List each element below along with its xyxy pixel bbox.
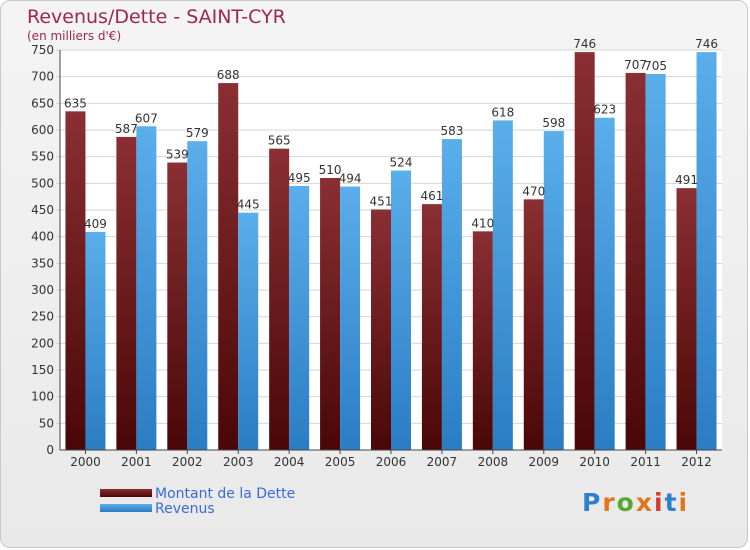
x-tick-label: 2012 xyxy=(681,455,712,469)
bar-revenus-2005 xyxy=(340,186,361,451)
bar-debt-2001 xyxy=(116,136,137,450)
bar-revenus-2008 xyxy=(492,120,513,451)
bar-debt-2002 xyxy=(167,162,188,451)
x-tick-label: 2010 xyxy=(579,455,610,469)
x-tick-label: 2005 xyxy=(325,455,356,469)
logo-letter: t xyxy=(664,488,679,517)
data-label-revenus-2004: 495 xyxy=(288,171,311,185)
data-label-debt-2001: 587 xyxy=(115,122,138,136)
y-tick-label: 650 xyxy=(31,96,54,110)
y-tick-label: 100 xyxy=(31,390,54,404)
logo-letter: P xyxy=(582,488,603,517)
bar-revenus-2012 xyxy=(696,52,717,451)
bar-debt-2011 xyxy=(625,72,646,450)
x-tick-label: 2007 xyxy=(427,455,458,469)
y-tick-label: 350 xyxy=(31,256,54,270)
data-label-debt-2009: 470 xyxy=(522,184,545,198)
bar-debt-2008 xyxy=(472,231,493,450)
x-tick-label: 2000 xyxy=(70,455,101,469)
y-tick-label: 250 xyxy=(31,310,54,324)
bar-revenus-2007 xyxy=(441,139,462,451)
bar-revenus-2000 xyxy=(85,231,106,450)
logo-letter: i xyxy=(654,488,665,517)
bar-revenus-2006 xyxy=(391,170,411,451)
x-tick-label: 2003 xyxy=(223,455,254,469)
data-label-revenus-2008: 618 xyxy=(491,105,514,119)
legend-label-revenus: Revenus xyxy=(155,501,215,517)
y-tick-label: 300 xyxy=(31,283,54,297)
proxiti-logo: Proxiti xyxy=(582,488,689,517)
y-tick-label: 50 xyxy=(39,416,54,430)
logo-letter: i xyxy=(678,488,690,517)
y-tick-label: 600 xyxy=(31,123,54,137)
bar-revenus-2002 xyxy=(187,141,208,450)
data-label-debt-2003: 688 xyxy=(217,68,240,82)
x-tick-label: 2001 xyxy=(121,455,152,469)
logo-letter: x xyxy=(635,488,654,517)
bar-revenus-2010 xyxy=(594,117,615,450)
chart-title: Revenus/Dette - SAINT-CYR xyxy=(27,6,286,28)
legend-swatch-revenus xyxy=(100,504,152,512)
data-label-revenus-2005: 494 xyxy=(339,172,362,186)
x-tick-label: 2002 xyxy=(172,455,203,469)
legend-swatch-debt xyxy=(100,489,152,497)
y-tick-label: 200 xyxy=(31,336,54,350)
y-tick-label: 550 xyxy=(31,150,54,164)
bar-debt-2000 xyxy=(65,111,86,450)
x-tick-label: 2006 xyxy=(376,455,407,469)
data-label-revenus-2001: 607 xyxy=(135,111,158,125)
logo-letter: r xyxy=(602,488,617,517)
data-label-debt-2005: 510 xyxy=(319,163,342,177)
data-label-revenus-2007: 583 xyxy=(440,124,463,138)
y-tick-label: 700 xyxy=(31,70,54,84)
bar-debt-2005 xyxy=(320,178,341,450)
x-tick-label: 2004 xyxy=(274,455,305,469)
y-tick-label: 400 xyxy=(31,230,54,244)
bar-revenus-2011 xyxy=(645,74,666,450)
data-label-debt-2006: 451 xyxy=(370,194,393,208)
data-label-revenus-2000: 409 xyxy=(84,217,107,231)
data-label-debt-2002: 539 xyxy=(166,148,189,162)
legend-label-debt: Montant de la Dette xyxy=(155,486,296,502)
data-label-debt-2004: 565 xyxy=(268,134,291,148)
y-tick-label: 450 xyxy=(31,203,54,217)
x-tick-label: 2011 xyxy=(630,455,661,469)
bar-debt-2006 xyxy=(371,209,391,450)
logo-letter: o xyxy=(616,488,636,517)
data-label-debt-2012: 491 xyxy=(675,173,698,187)
chart-subtitle: (en milliers d'€) xyxy=(27,29,122,43)
data-label-revenus-2010: 623 xyxy=(593,103,616,117)
data-label-revenus-2009: 598 xyxy=(542,116,565,130)
data-label-debt-2011: 707 xyxy=(624,58,647,72)
data-label-revenus-2011: 705 xyxy=(644,59,667,73)
data-label-debt-2010: 746 xyxy=(573,37,596,51)
data-label-revenus-2012: 746 xyxy=(695,37,718,51)
bar-debt-2007 xyxy=(421,204,442,450)
bar-debt-2009 xyxy=(523,199,544,450)
data-label-revenus-2003: 445 xyxy=(237,198,260,212)
bar-debt-2010 xyxy=(574,52,595,451)
bar-revenus-2009 xyxy=(543,131,564,451)
y-tick-label: 750 xyxy=(31,43,54,57)
data-label-debt-2008: 410 xyxy=(471,216,494,230)
x-tick-label: 2009 xyxy=(528,455,559,469)
data-label-revenus-2002: 579 xyxy=(186,126,209,140)
bar-revenus-2001 xyxy=(136,126,157,451)
bar-debt-2003 xyxy=(218,83,239,451)
bar-revenus-2003 xyxy=(238,212,259,450)
y-tick-label: 150 xyxy=(31,363,54,377)
bar-revenus-2004 xyxy=(289,186,310,450)
x-tick-label: 2008 xyxy=(478,455,509,469)
data-label-revenus-2006: 524 xyxy=(390,156,413,170)
y-tick-label: 0 xyxy=(46,443,54,457)
bar-debt-2012 xyxy=(676,188,697,450)
data-label-debt-2007: 461 xyxy=(420,189,443,203)
bar-debt-2004 xyxy=(269,148,290,450)
y-tick-label: 500 xyxy=(31,176,54,190)
data-label-debt-2000: 635 xyxy=(64,96,87,110)
